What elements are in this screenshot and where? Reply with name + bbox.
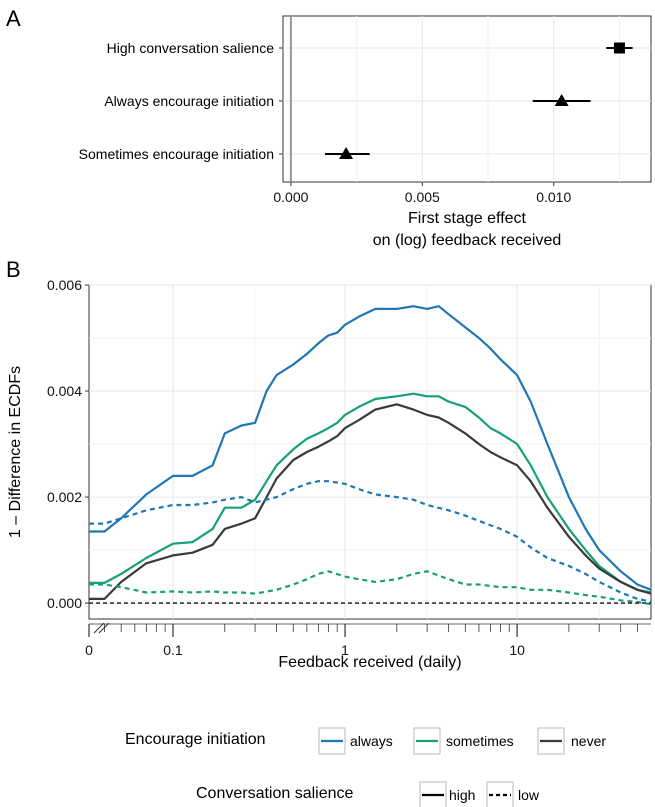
panel-a-x-tick-label: 0.000 <box>273 189 308 205</box>
legend-conversation-salience: Conversation salience high low <box>196 781 540 807</box>
panel-a-x-tick-label: 0.010 <box>536 189 571 205</box>
panel-b-x-tick-label: 10 <box>509 642 525 658</box>
panel-b-x-tick-label: 0 <box>85 642 93 658</box>
panel-b-series-line-sometimes-low <box>89 570 652 606</box>
panel-a-frame <box>282 15 652 183</box>
legend-label-never: never <box>571 733 606 749</box>
panel-b-x-tick-label: 0.1 <box>163 642 183 658</box>
panel-b-series-line-sometimes-high <box>89 392 652 594</box>
panel-b-y-tick-label: 0.004 <box>47 383 82 399</box>
panel-a-point-square <box>613 42 625 54</box>
panel-b-plot: 0.000 0.002 0.004 0.006 0 0.1 1 10 Feedback rec… <box>7 277 652 671</box>
panel-b-axis-break-mark <box>93 622 105 634</box>
legend-label-low: low <box>518 787 540 803</box>
panel-b-x-tick-label: 1 <box>341 642 349 658</box>
legend-label-always: always <box>350 733 393 749</box>
panel-a-category-label: High conversation salience <box>107 40 275 56</box>
panel-label-b: B <box>6 257 21 282</box>
panel-a-xlabel-line1: First stage effect <box>408 210 527 227</box>
panel-label-a: A <box>6 6 21 31</box>
legend-label-sometimes: sometimes <box>446 733 514 749</box>
panel-a-plot: 0.000 0.005 0.010 High conversation salienc… <box>79 15 652 249</box>
panel-a-category-label: Sometimes encourage initiation <box>79 146 274 162</box>
panel-b-y-tick-label: 0.002 <box>47 489 82 505</box>
panel-a-category-label: Always encourage initiation <box>104 93 274 109</box>
legend-encourage-initiation: Encourage initiation always sometimes ne… <box>125 727 606 755</box>
panel-a-xlabel-line2: on (log) feedback received <box>373 232 562 249</box>
panel-a-x-tick-label: 0.005 <box>405 189 440 205</box>
panel-a-point-triangle <box>339 147 354 159</box>
legend-initiation-title: Encourage initiation <box>125 731 266 748</box>
panel-b-y-tick-label: 0.006 <box>47 277 82 293</box>
panel-b-series-line-always-high <box>89 305 652 591</box>
panel-b-frame <box>88 284 652 620</box>
legend-salience-title: Conversation salience <box>196 785 354 802</box>
legend-label-high: high <box>449 787 475 803</box>
panel-b-xlabel: Feedback received (daily) <box>278 654 461 671</box>
panel-b-series-line-never-high <box>89 403 652 600</box>
panel-b-y-tick-label: 0.000 <box>47 595 82 611</box>
panel-a-point-triangle <box>554 94 569 106</box>
panel-b-ylabel: 1 – Difference in ECDFs <box>7 366 24 538</box>
panel-b-axis-break-mark <box>98 622 110 634</box>
